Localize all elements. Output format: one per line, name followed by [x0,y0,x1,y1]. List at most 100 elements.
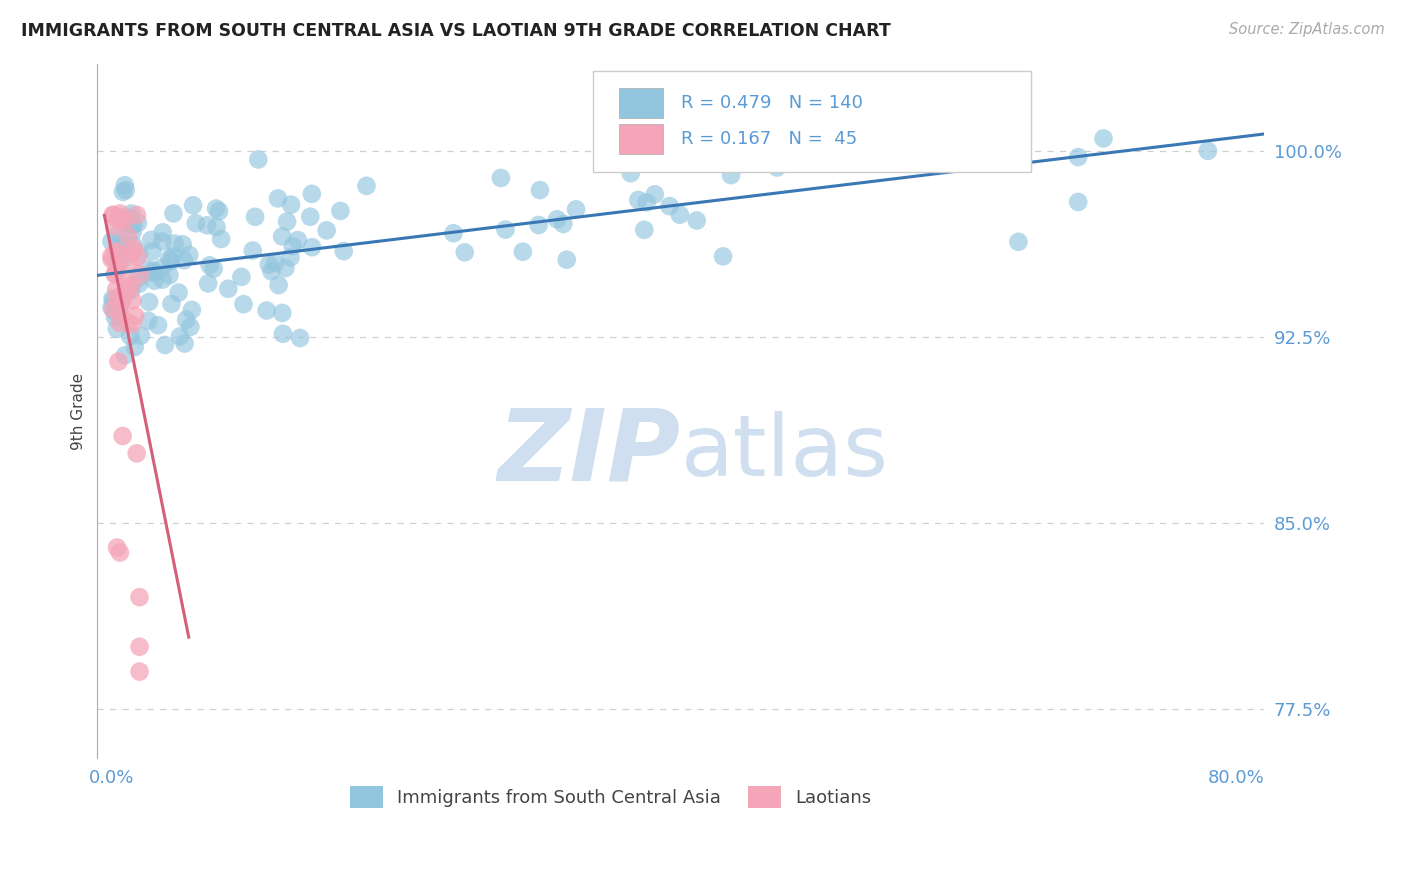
Point [658,199,681,213]
Point [179,319,201,334]
Point [686,213,709,227]
Point [1067,150,1090,164]
Point [627,193,650,207]
Point [280,251,302,265]
Point [197,277,219,291]
Point [108,316,131,330]
Point [108,206,131,220]
Point [117,316,139,330]
Point [127,250,149,264]
Point [173,253,195,268]
Bar [619,125,664,153]
Point [267,191,290,205]
Point [157,252,180,266]
Point [111,293,134,308]
Point [111,252,134,267]
Point [127,272,149,286]
Point [136,261,159,276]
Point [162,249,184,263]
Point [118,256,141,270]
Point [104,267,127,281]
Point [301,240,323,254]
Point [105,541,128,555]
Point [443,226,465,240]
Point [105,291,128,305]
Point [142,266,165,280]
Point [104,310,127,325]
Point [276,214,298,228]
Point [100,301,122,315]
Point [117,280,139,294]
Point [159,254,181,268]
Point [110,211,132,225]
Point [108,289,131,303]
Point [163,236,186,251]
Point [633,223,655,237]
Point [118,218,141,232]
Point [264,256,287,270]
Point [247,153,270,167]
Point [128,246,150,260]
Bar [619,88,664,118]
Point [121,317,143,331]
Point [101,292,124,306]
Point [146,318,169,333]
Point [141,244,163,259]
Point [489,171,512,186]
Point [127,216,149,230]
Point [105,322,128,336]
Point [620,166,643,180]
Point [167,285,190,300]
Point [636,195,658,210]
Point [120,284,142,298]
Point [267,278,290,293]
Point [121,226,143,240]
Point [114,348,136,362]
Point [120,206,142,220]
Point [114,183,136,197]
Point [555,252,578,267]
Point [260,264,283,278]
Point [104,244,127,259]
Point [153,338,176,352]
Point [125,208,148,222]
Point [114,213,136,227]
Text: R = 0.167   N =  45: R = 0.167 N = 45 [681,130,858,148]
Point [128,640,150,654]
Point [150,260,173,275]
Point [129,267,152,281]
Point [107,354,129,368]
Point [124,309,146,323]
Point [121,245,143,260]
Point [274,260,297,275]
Point [669,208,692,222]
Point [128,665,150,679]
Point [553,217,575,231]
Point [138,294,160,309]
Point [529,183,551,197]
Point [122,218,145,232]
Legend: Immigrants from South Central Asia, Laotians: Immigrants from South Central Asia, Laot… [343,779,879,815]
Point [217,282,239,296]
Point [101,208,124,222]
Point [209,232,232,246]
Point [271,306,294,320]
Point [121,293,143,308]
Point [257,257,280,271]
Point [495,222,517,236]
Point [565,202,588,217]
Point [128,277,150,291]
Point [110,298,132,312]
Point [115,284,138,298]
Point [117,228,139,243]
Point [101,302,124,317]
Point [110,310,132,324]
Point [107,228,129,243]
Point [179,248,201,262]
Point [108,304,131,318]
Point [104,268,127,282]
Point [111,429,134,443]
Point [180,302,202,317]
Point [107,258,129,272]
Point [703,131,725,145]
